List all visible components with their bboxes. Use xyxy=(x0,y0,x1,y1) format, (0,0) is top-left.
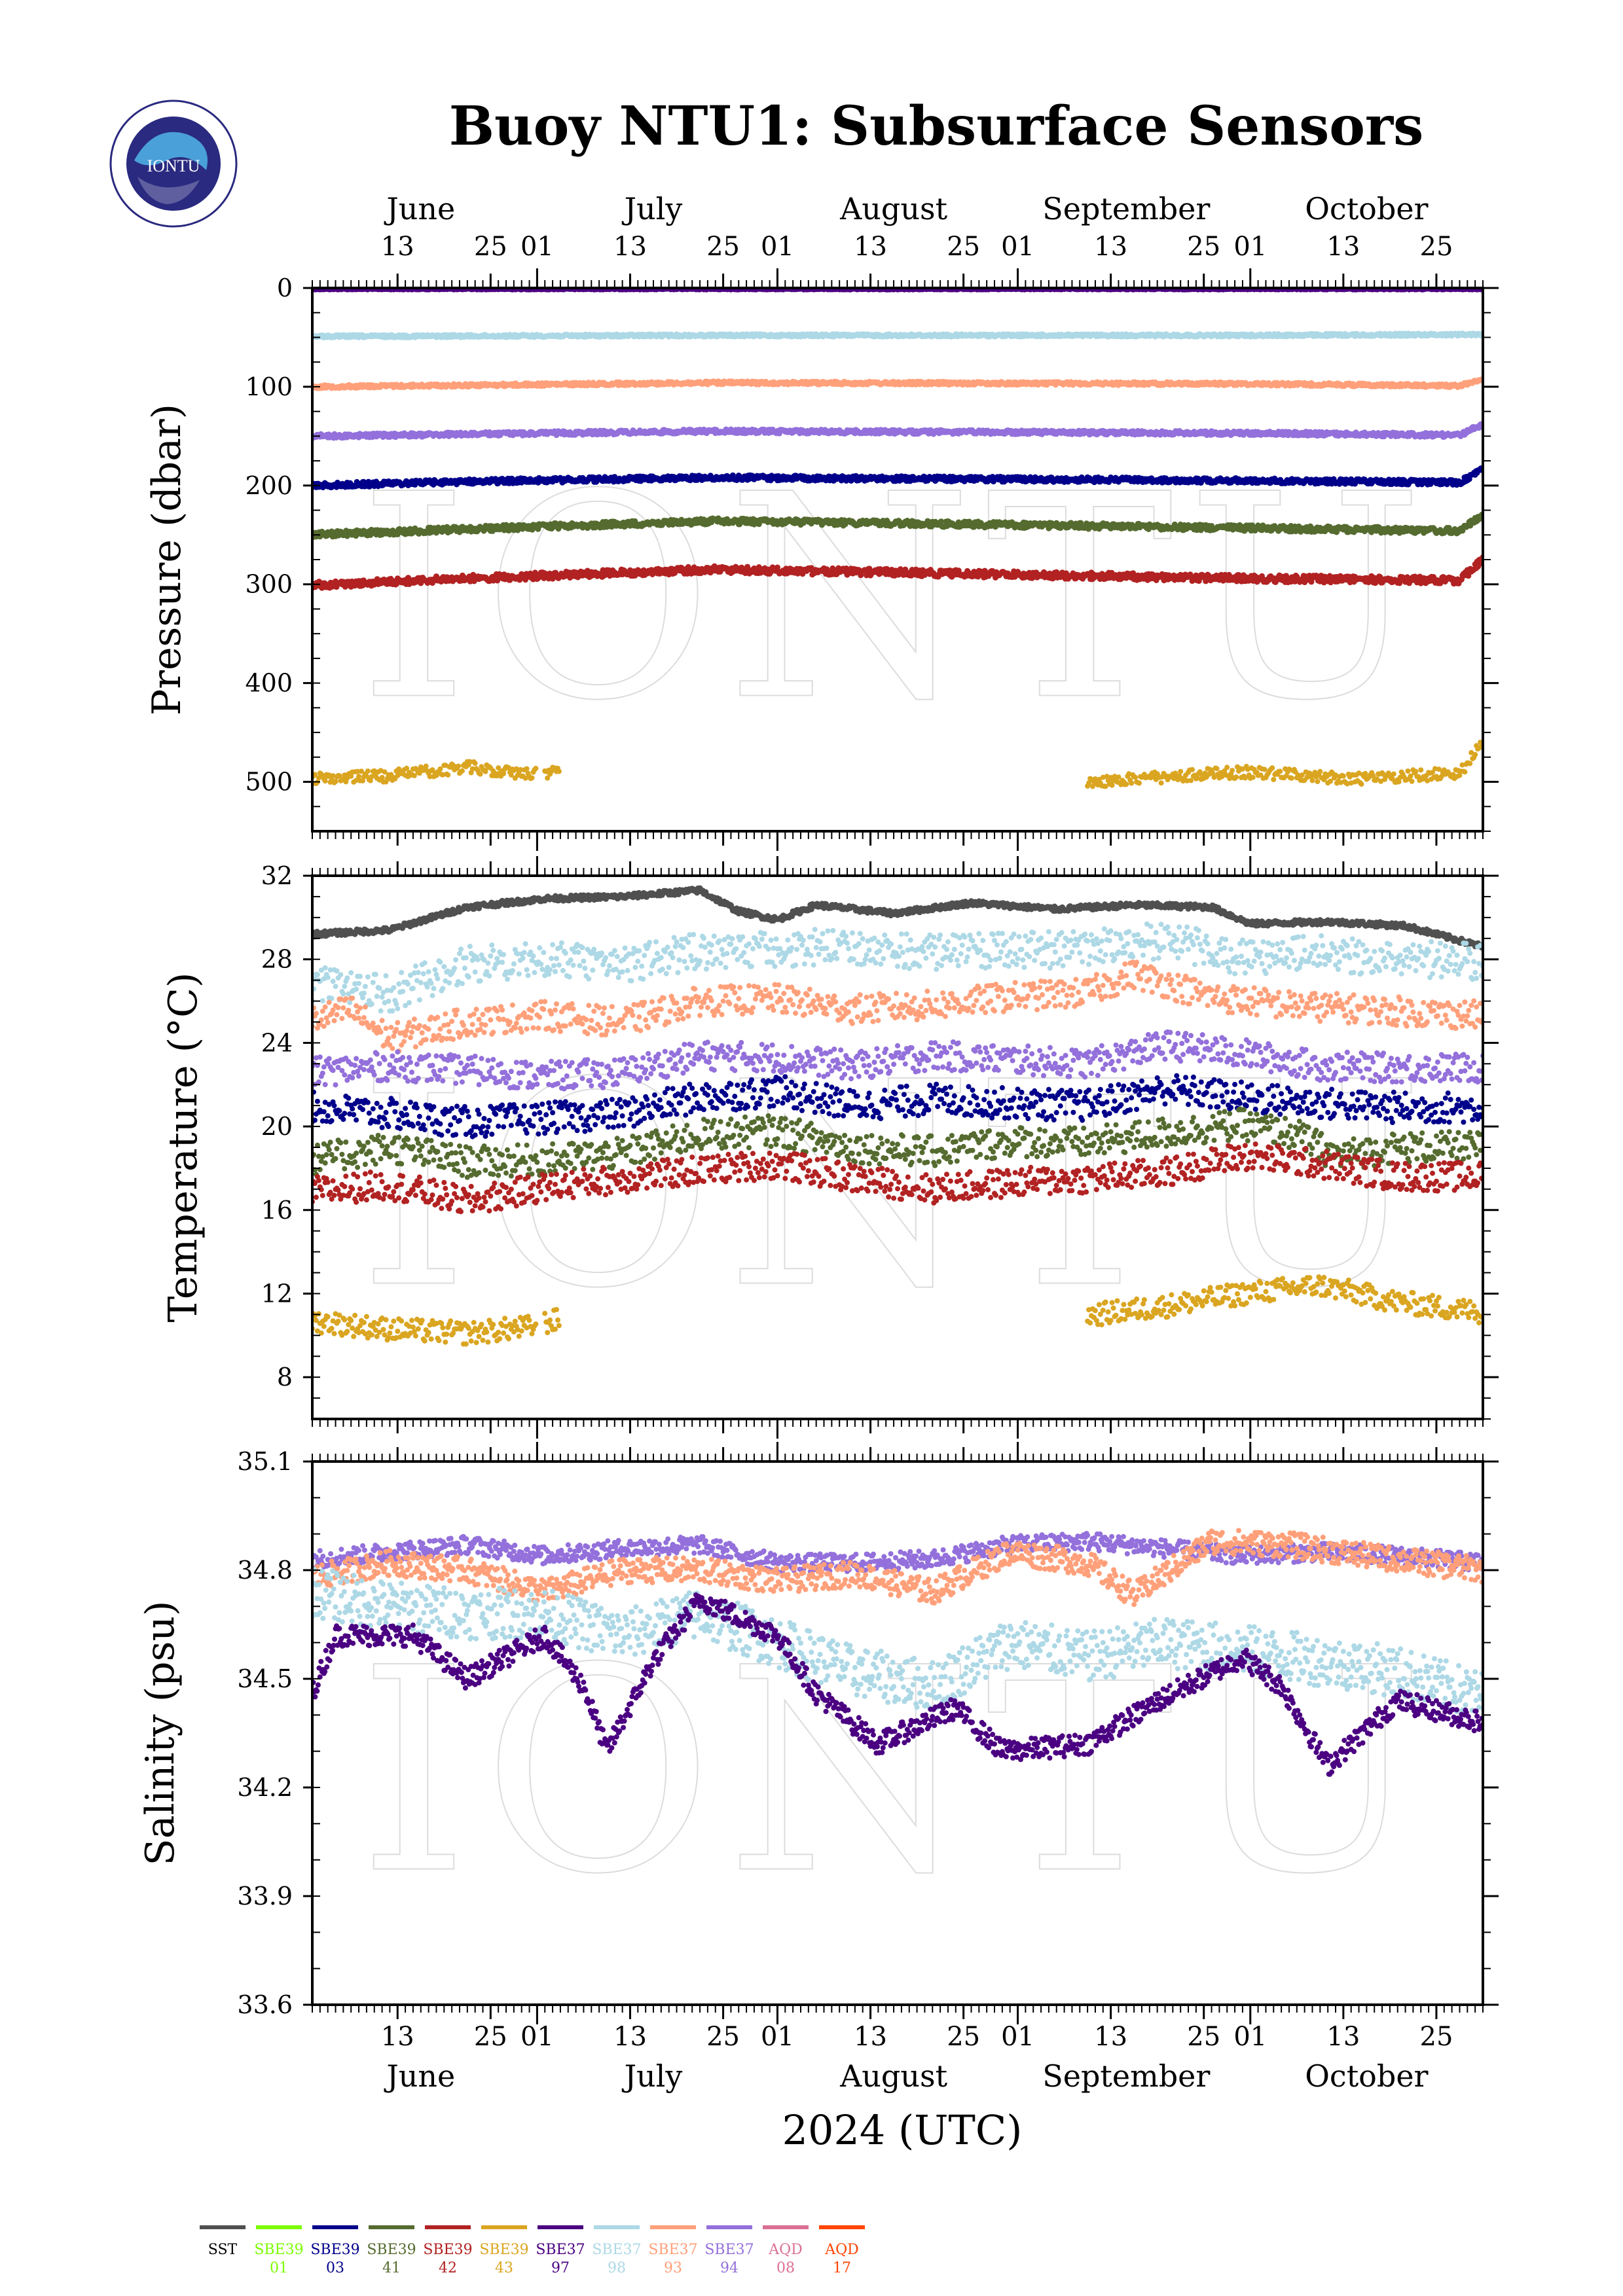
series-SBE37-93 xyxy=(312,376,1483,391)
watermark-2: IONTU xyxy=(358,1609,1437,1936)
watermark-0: IONTU xyxy=(358,435,1437,762)
logo-text: IONTU xyxy=(147,156,200,175)
series-SBE37-98 xyxy=(312,331,1483,340)
iontu-logo: IONTU xyxy=(108,98,239,229)
chart-title: Buoy NTU1: Subsurface Sensors xyxy=(314,95,1558,158)
